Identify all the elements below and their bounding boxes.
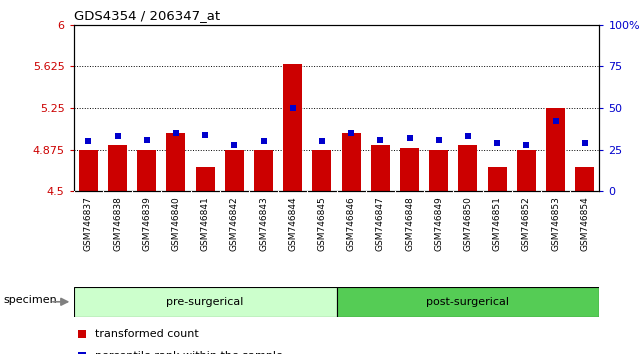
Text: GSM746839: GSM746839 xyxy=(142,196,151,251)
Bar xyxy=(108,144,127,191)
Text: GSM746853: GSM746853 xyxy=(551,196,560,251)
Text: GSM746848: GSM746848 xyxy=(405,196,414,251)
Bar xyxy=(400,148,419,191)
Text: GSM746842: GSM746842 xyxy=(230,196,239,251)
Text: GSM746838: GSM746838 xyxy=(113,196,122,251)
Bar xyxy=(458,144,478,191)
Text: GSM746843: GSM746843 xyxy=(259,196,268,251)
Text: GSM746845: GSM746845 xyxy=(317,196,326,251)
Text: GDS4354 / 206347_at: GDS4354 / 206347_at xyxy=(74,9,220,22)
Bar xyxy=(74,287,337,317)
Bar xyxy=(79,149,98,191)
Bar xyxy=(342,133,361,191)
Bar xyxy=(546,108,565,191)
Text: GSM746841: GSM746841 xyxy=(201,196,210,251)
Text: GSM746846: GSM746846 xyxy=(347,196,356,251)
Bar xyxy=(488,167,506,191)
Text: GSM746840: GSM746840 xyxy=(171,196,180,251)
Bar xyxy=(167,133,185,191)
Bar xyxy=(225,149,244,191)
Bar xyxy=(283,64,302,191)
Bar xyxy=(312,149,331,191)
Bar xyxy=(429,149,448,191)
Text: GSM746844: GSM746844 xyxy=(288,196,297,251)
Text: percentile rank within the sample: percentile rank within the sample xyxy=(95,351,283,354)
Text: post-surgerical: post-surgerical xyxy=(426,297,510,307)
Text: GSM746837: GSM746837 xyxy=(84,196,93,251)
Bar xyxy=(371,144,390,191)
Text: GSM746849: GSM746849 xyxy=(434,196,443,251)
Text: GSM746851: GSM746851 xyxy=(493,196,502,251)
Text: GSM746847: GSM746847 xyxy=(376,196,385,251)
Bar xyxy=(254,149,273,191)
Bar xyxy=(517,149,536,191)
Text: GSM746854: GSM746854 xyxy=(580,196,589,251)
Text: specimen: specimen xyxy=(4,295,58,305)
Text: GSM746850: GSM746850 xyxy=(463,196,472,251)
Bar xyxy=(575,167,594,191)
Bar xyxy=(196,167,215,191)
Text: GSM746852: GSM746852 xyxy=(522,196,531,251)
Text: pre-surgerical: pre-surgerical xyxy=(167,297,244,307)
Text: transformed count: transformed count xyxy=(95,329,199,339)
Bar xyxy=(137,149,156,191)
Bar xyxy=(337,287,599,317)
